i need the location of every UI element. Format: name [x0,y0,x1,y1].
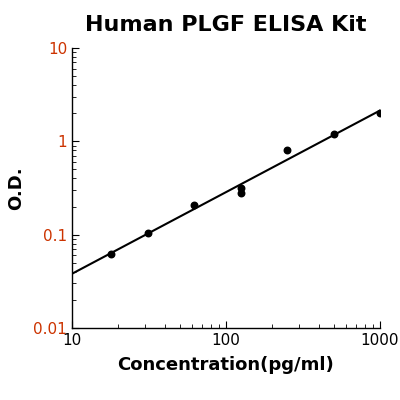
Point [191,201,197,208]
Point [330,131,337,137]
Y-axis label: O.D.: O.D. [7,166,25,210]
Point [238,190,244,196]
Point [284,147,290,154]
Title: Human PLGF ELISA Kit: Human PLGF ELISA Kit [85,15,367,35]
Point [377,110,383,116]
Point [108,251,114,257]
Point [144,230,151,236]
Point [238,184,244,191]
X-axis label: Concentration(pg/ml): Concentration(pg/ml) [118,356,334,374]
